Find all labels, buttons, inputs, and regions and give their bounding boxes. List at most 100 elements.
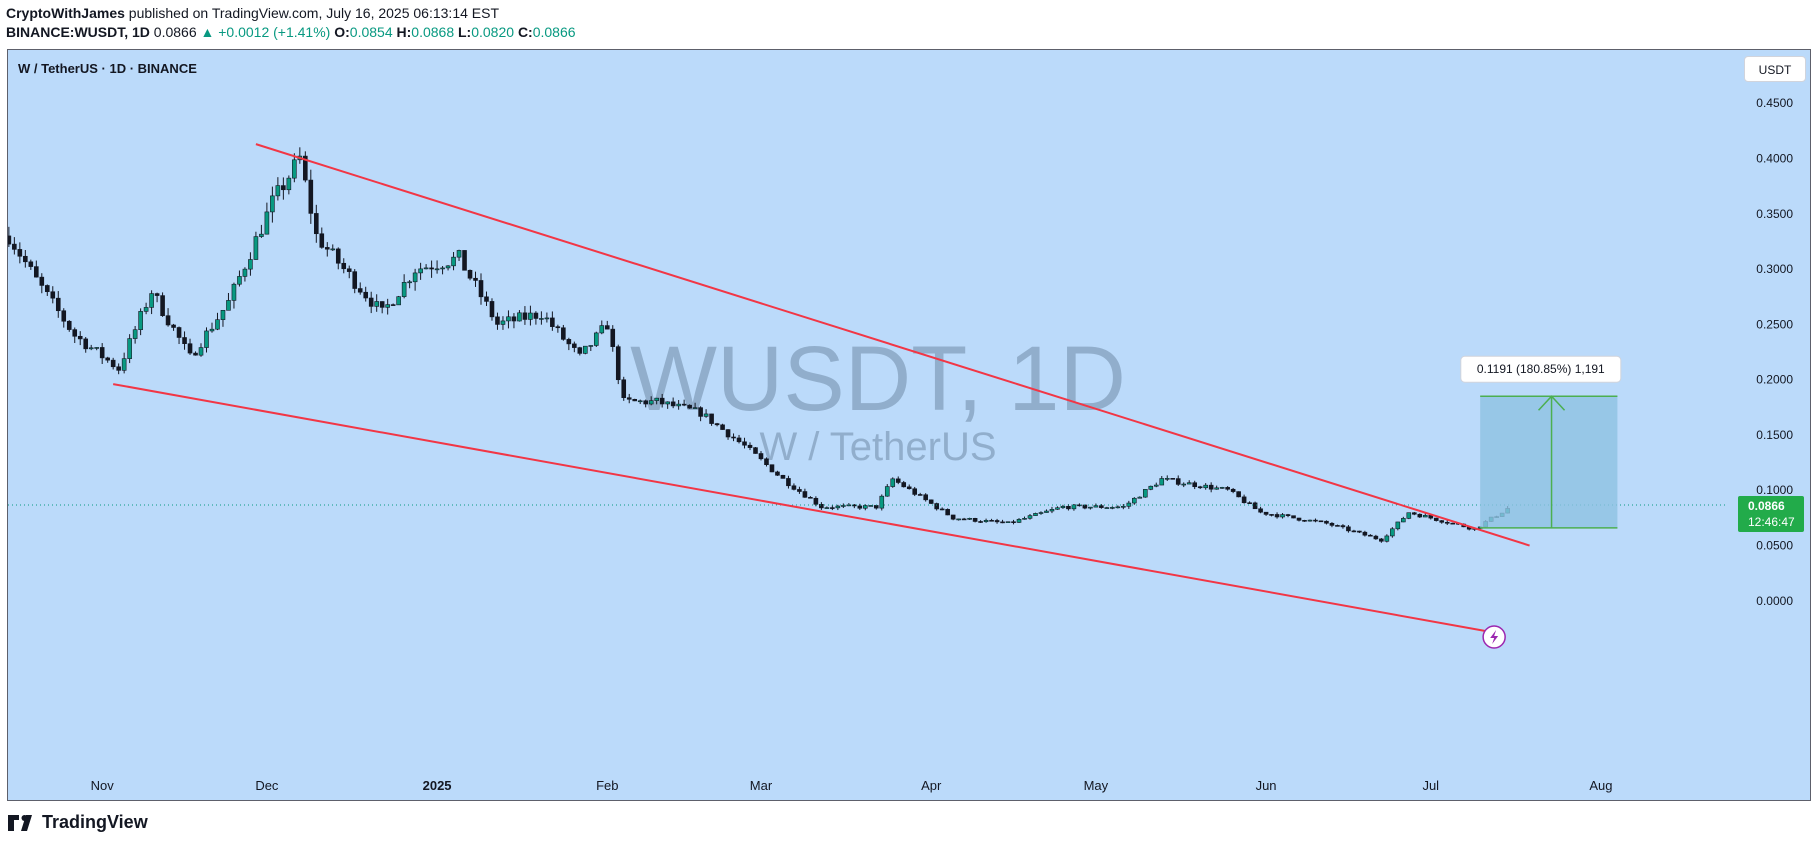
- candle-up: [1401, 518, 1406, 523]
- candle-down: [610, 328, 616, 347]
- candle-down: [813, 497, 819, 505]
- candle-up: [209, 328, 215, 332]
- candle-down: [775, 471, 780, 476]
- candle-down: [1335, 525, 1340, 527]
- candle-down: [1302, 520, 1307, 522]
- candle-down: [808, 497, 813, 499]
- candle-down: [116, 366, 121, 371]
- candle-down: [747, 444, 753, 448]
- candle-down: [797, 489, 802, 492]
- candle-down: [467, 269, 473, 279]
- candle-up: [198, 347, 204, 356]
- price-change: ▲ +0.0012 (+1.41%): [200, 24, 331, 40]
- candle-down: [1373, 535, 1379, 540]
- candle-up: [528, 312, 533, 320]
- currency-button[interactable]: USDT: [1744, 56, 1806, 82]
- candle-up: [412, 272, 418, 283]
- candle-up: [539, 318, 544, 320]
- x-tick-label: Jun: [1256, 778, 1277, 793]
- candle-down: [1346, 526, 1351, 532]
- candle-down: [945, 509, 950, 516]
- candle-down: [566, 339, 572, 345]
- candle-down: [77, 335, 83, 340]
- candle-up: [215, 319, 220, 330]
- candle-up: [1016, 518, 1022, 523]
- candle-up: [275, 185, 281, 197]
- candle-up: [94, 347, 99, 349]
- candle-down: [281, 185, 286, 191]
- candle-down: [1412, 512, 1417, 515]
- candle-down: [1444, 521, 1450, 524]
- candle-up: [824, 507, 830, 509]
- x-tick-label: Nov: [91, 778, 115, 793]
- candle-down: [484, 296, 489, 302]
- candle-down: [720, 424, 725, 430]
- candle-up: [132, 329, 138, 339]
- candle-down: [99, 347, 105, 359]
- candle-down: [28, 261, 34, 267]
- candle-up: [1181, 483, 1187, 486]
- trendline-upper[interactable]: [255, 143, 1530, 547]
- candle-down: [1351, 530, 1357, 533]
- candle-up: [1203, 484, 1208, 489]
- candle-down: [1197, 486, 1203, 489]
- candle-down: [659, 397, 665, 405]
- candle-up: [418, 268, 423, 274]
- candle-up: [396, 296, 401, 306]
- chart-legend-title: W / TetherUS · 1D · BINANCE: [18, 61, 197, 76]
- candle-up: [242, 268, 248, 277]
- candle-down: [857, 505, 863, 509]
- candle-down: [626, 397, 632, 400]
- candle-up: [121, 358, 127, 371]
- trendline-lower[interactable]: [112, 383, 1503, 635]
- y-tick-label: 0.2000: [1756, 373, 1793, 387]
- candle-down: [335, 248, 341, 264]
- candle-down: [780, 474, 786, 479]
- candle-down: [511, 316, 517, 322]
- candle-down: [495, 316, 500, 325]
- projection-label-box: [1460, 355, 1622, 383]
- candle-down: [182, 337, 187, 344]
- candle-down: [1263, 511, 1269, 515]
- candle-down: [1170, 478, 1176, 480]
- candle-up: [1055, 507, 1060, 510]
- candle-up: [270, 195, 275, 213]
- candle-down: [670, 401, 676, 407]
- candle-down: [1230, 488, 1236, 492]
- candle-down: [1313, 519, 1318, 522]
- candle-down: [1318, 520, 1324, 523]
- candle-down: [764, 458, 769, 465]
- candle-up: [517, 312, 522, 322]
- open-label: O:: [334, 24, 350, 40]
- candle-down: [830, 507, 835, 509]
- candle-up: [654, 397, 659, 401]
- author-name[interactable]: CryptoWithJames: [6, 5, 125, 21]
- candle-down: [1236, 491, 1241, 498]
- projection-box[interactable]: [1480, 396, 1618, 528]
- candle-down: [12, 243, 17, 250]
- candle-down: [550, 317, 555, 327]
- y-tick-label: 0.2500: [1756, 317, 1793, 331]
- candle-up: [1088, 506, 1093, 509]
- candle-up: [1005, 521, 1011, 523]
- publish-line: CryptoWithJames published on TradingView…: [6, 5, 499, 21]
- candle-down: [714, 423, 720, 426]
- countdown-timer: 12:46:47: [1748, 515, 1795, 529]
- candle-down: [66, 320, 72, 330]
- candle-down: [478, 280, 484, 298]
- candle-up: [385, 304, 390, 308]
- close-label: C:: [517, 24, 533, 40]
- candle-up: [1104, 507, 1110, 509]
- candle-down: [308, 179, 314, 214]
- candle-down: [632, 398, 638, 402]
- candle-up: [593, 332, 599, 346]
- candle-up: [879, 495, 885, 509]
- candle-down: [972, 518, 978, 522]
- tradingview-logo[interactable]: TradingView: [8, 812, 148, 833]
- candle-down: [1439, 520, 1445, 523]
- candle-down: [917, 494, 923, 496]
- candle-down: [1340, 525, 1346, 528]
- price-chart[interactable]: WUSDT, 1D W / TetherUS 0.1191 (180.85%) …: [8, 50, 1810, 800]
- candle-down: [1433, 517, 1439, 521]
- current-price-tag: [1738, 496, 1804, 533]
